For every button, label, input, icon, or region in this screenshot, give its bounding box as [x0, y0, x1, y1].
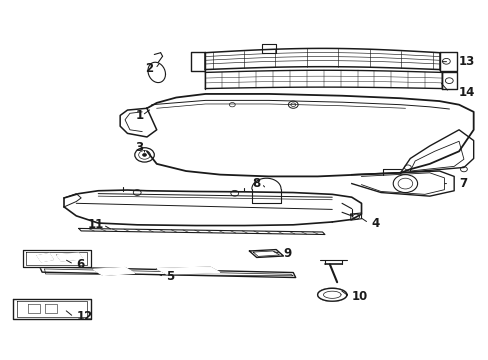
Text: 8: 8 — [252, 177, 260, 190]
Polygon shape — [57, 253, 82, 261]
Text: 12: 12 — [76, 310, 92, 324]
Polygon shape — [79, 228, 325, 234]
Polygon shape — [13, 299, 91, 319]
Text: 9: 9 — [283, 247, 291, 260]
Text: 6: 6 — [76, 258, 84, 271]
Text: 14: 14 — [458, 86, 474, 99]
Polygon shape — [249, 249, 283, 257]
Polygon shape — [22, 250, 91, 267]
Text: 4: 4 — [370, 216, 379, 230]
Polygon shape — [317, 288, 346, 301]
Polygon shape — [93, 267, 135, 275]
Polygon shape — [37, 253, 53, 262]
Text: 3: 3 — [135, 141, 143, 154]
Text: 2: 2 — [145, 62, 153, 75]
Polygon shape — [157, 267, 220, 274]
Text: 11: 11 — [87, 218, 103, 231]
Polygon shape — [40, 267, 295, 278]
Text: 5: 5 — [166, 270, 174, 283]
Text: 7: 7 — [458, 177, 466, 190]
Circle shape — [142, 153, 146, 156]
Text: 10: 10 — [351, 290, 367, 303]
Text: 13: 13 — [458, 55, 474, 68]
Text: 1: 1 — [135, 109, 143, 122]
